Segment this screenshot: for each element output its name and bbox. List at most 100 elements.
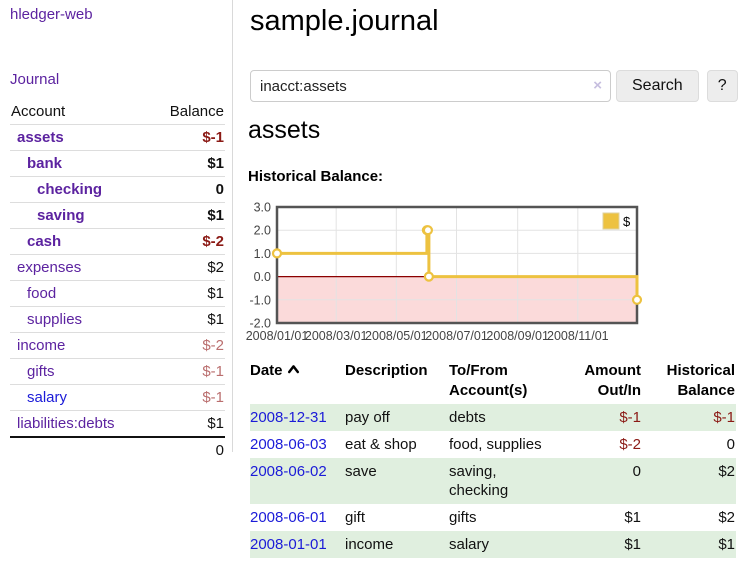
account-balance-saving: $1 [149, 202, 225, 229]
register-row: 2008-06-01 gift gifts $1 $2 [250, 504, 736, 531]
legend-swatch [602, 212, 620, 230]
y-tick-label: -2.0 [249, 317, 271, 331]
register-row: 2008-06-02 save saving, checking 0 $2 [250, 458, 736, 504]
data-point-marker [422, 225, 434, 236]
account-link-supplies[interactable]: supplies [27, 311, 83, 328]
register-balance: $-1 [713, 409, 735, 426]
y-tick-label: 2.0 [254, 224, 271, 238]
sidebar-item-journal[interactable]: Journal [10, 71, 60, 88]
accounts-total-value: 0 [149, 436, 225, 463]
register-date-link[interactable]: 2008-06-03 [250, 436, 327, 453]
register-balance: 0 [726, 436, 735, 453]
account-balance-gifts: $-1 [149, 358, 225, 385]
account-link-liabilities-debts[interactable]: liabilities:debts [17, 415, 115, 432]
sort-ascending-icon [287, 365, 299, 374]
register-date-link[interactable]: 2008-01-01 [250, 536, 327, 553]
app-brand-link[interactable]: hledger-web [10, 6, 93, 23]
account-balance-checking: 0 [149, 176, 225, 203]
account-balance-liabilities-debts: $1 [149, 410, 225, 437]
register-header-date[interactable]: Date [250, 358, 345, 404]
data-point-marker [423, 271, 434, 282]
historical-balance-chart: $3.0 2.0 1.0 0.0 -1.0 -2.02008/01/012008/03/0… [246, 201, 643, 343]
register-date-link[interactable]: 2008-12-31 [250, 409, 327, 426]
account-link-cash[interactable]: cash [27, 233, 62, 250]
account-row-expenses: expenses $2 [10, 254, 225, 281]
y-tick-label: 0.0 [254, 270, 271, 284]
account-row-income: income $-2 [10, 332, 225, 359]
account-link-bank[interactable]: bank [27, 155, 63, 172]
account-row-saving: saving $1 [10, 202, 225, 229]
account-row-bank: bank $1 [10, 150, 225, 177]
account-link-expenses[interactable]: expenses [17, 259, 82, 276]
account-link-gifts[interactable]: gifts [27, 363, 55, 380]
register-description: save [345, 463, 377, 480]
register-date-link[interactable]: 2008-06-01 [250, 509, 327, 526]
y-tick-label: -1.0 [249, 293, 271, 307]
account-link-checking[interactable]: checking [37, 181, 103, 198]
account-balance-bank: $1 [149, 150, 225, 177]
account-row-gifts: gifts $-1 [10, 358, 225, 385]
account-row-assets: assets $-1 [10, 124, 225, 151]
sidebar: hledger-web Journal Account Balance asse… [0, 0, 233, 463]
search-button[interactable]: Search [616, 70, 699, 102]
register-balance: $2 [718, 463, 735, 480]
register-row: 2008-12-31 pay off debts $-1 $-1 [250, 404, 736, 431]
account-row-liabilities-debts: liabilities:debts $1 [10, 410, 225, 437]
account-balance-supplies: $1 [149, 306, 225, 333]
y-tick-label: 1.0 [254, 247, 271, 261]
x-tick-label: 2008/03/01 [305, 329, 368, 343]
register-accounts: debts [449, 409, 486, 426]
account-link-assets[interactable]: assets [17, 129, 64, 146]
accounts-table: Account Balance assets $-1 bank $1 check… [10, 100, 225, 463]
account-heading: assets [248, 116, 321, 144]
register-description: eat & shop [345, 436, 417, 453]
x-tick-label: 2008/09/01 [486, 329, 549, 343]
search-help-button[interactable]: ? [706, 70, 738, 102]
account-row-cash: cash $-2 [10, 228, 225, 255]
historical-balance-label: Historical Balance: [248, 168, 384, 185]
y-tick-label: 3.0 [254, 201, 271, 215]
accounts-header-balance: Balance [169, 103, 224, 120]
accounts-table-header: Account Balance [10, 100, 225, 125]
x-tick-label: 2008/05/01 [365, 329, 428, 343]
register-date-link[interactable]: 2008-06-02 [250, 463, 327, 480]
register-accounts: saving, checking [449, 463, 509, 499]
page-title: sample.journal [250, 5, 439, 37]
legend-label: $ [623, 214, 631, 229]
plot-border [275, 205, 639, 325]
account-link-saving[interactable]: saving [37, 207, 85, 224]
register-header-amount: Amount Out/In [584, 362, 641, 399]
search-input[interactable] [250, 70, 611, 102]
register-header-description: Description [345, 362, 428, 379]
account-row-checking: checking 0 [10, 176, 225, 203]
register-amount: $1 [624, 509, 641, 526]
x-tick-label: 2008/01/01 [246, 329, 309, 343]
x-tick-label: 2008/11/01 [547, 329, 609, 343]
account-row-supplies: supplies $1 [10, 306, 225, 333]
clear-search-icon[interactable]: × [593, 77, 602, 94]
account-link-income[interactable]: income [17, 337, 66, 354]
accounts-header-account: Account [11, 103, 66, 120]
register-header-balance: Historical Balance [666, 362, 735, 399]
account-row-food: food $1 [10, 280, 225, 307]
register-balance: $2 [718, 509, 735, 526]
register-description: income [345, 536, 394, 553]
account-balance-cash: $-2 [149, 228, 225, 255]
accounts-total-row: 0 [10, 436, 225, 463]
register-accounts: gifts [449, 509, 477, 526]
register-table: Date Description To/From Account(s) Amou… [250, 358, 736, 558]
account-balance-expenses: $2 [149, 254, 225, 281]
register-description: pay off [345, 409, 390, 426]
account-balance-food: $1 [149, 280, 225, 307]
register-amount: 0 [632, 463, 641, 480]
data-point-marker [631, 294, 643, 305]
register-amount: $-1 [619, 409, 641, 426]
register-amount: $-2 [619, 436, 641, 453]
register-description: gift [345, 509, 366, 526]
account-balance-assets: $-1 [149, 124, 225, 151]
data-point-marker [271, 248, 283, 259]
account-link-food[interactable]: food [27, 285, 57, 302]
register-header-row: Date Description To/From Account(s) Amou… [250, 358, 736, 404]
x-tick-label: 2008/07/01 [425, 329, 488, 343]
account-link-salary[interactable]: salary [27, 389, 68, 406]
